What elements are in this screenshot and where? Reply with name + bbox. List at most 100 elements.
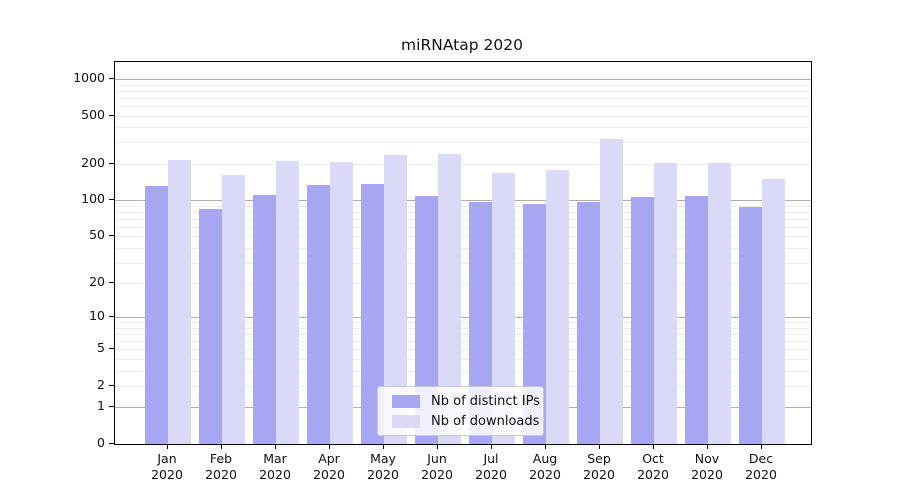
y-tick-label: 1 (97, 398, 105, 414)
x-tick-mark (545, 444, 546, 449)
y-tick-label: 100 (81, 191, 105, 207)
year-label: 2020 (259, 467, 291, 482)
bar-dec-downloads (762, 178, 785, 444)
year-label: 2020 (205, 467, 237, 482)
x-tick-mark (167, 444, 168, 449)
month-label: May (370, 451, 396, 466)
legend-entry-downloads: Nb of downloads (388, 414, 539, 429)
year-label: 2020 (691, 467, 723, 482)
x-tick-mark (707, 444, 708, 449)
y-tick-mark (109, 316, 114, 318)
year-label: 2020 (529, 467, 561, 482)
month-label: Nov (694, 451, 720, 466)
minor-gridline (115, 334, 811, 336)
minor-gridline (115, 327, 811, 329)
bar-jan-downloads (168, 160, 191, 444)
month-label: Oct (642, 451, 664, 466)
x-tick-mark (383, 444, 384, 449)
x-tick-label-may: May 2020 (356, 451, 410, 483)
x-tick-mark (491, 444, 492, 449)
minor-gridline (115, 84, 811, 86)
bar-feb-distinct-ips (199, 208, 222, 444)
minor-gridline (115, 349, 811, 351)
y-tick-label: 500 (81, 106, 105, 122)
bar-sep-downloads (600, 139, 623, 444)
x-tick-label-oct: Oct 2020 (626, 451, 680, 483)
month-label: Jun (427, 451, 447, 466)
major-gridline (115, 200, 811, 202)
bar-aug-downloads (546, 169, 569, 444)
minor-gridline (115, 90, 811, 92)
y-tick-label: 50 (89, 227, 105, 243)
x-tick-label-aug: Aug 2020 (518, 451, 572, 483)
month-label: Sep (587, 451, 611, 466)
bar-nov-downloads (708, 163, 731, 444)
x-tick-label-nov: Nov 2020 (680, 451, 734, 483)
minor-gridline (115, 247, 811, 249)
x-tick-label-jun: Jun 2020 (410, 451, 464, 483)
bar-jun-downloads (438, 154, 461, 444)
legend-swatch-downloads (392, 414, 420, 428)
y-tick-mark (109, 235, 114, 237)
bar-jun-distinct-ips (415, 196, 438, 444)
year-label: 2020 (367, 467, 399, 482)
bar-mar-distinct-ips (253, 195, 276, 444)
x-tick-mark (653, 444, 654, 449)
y-tick-label: 5 (97, 340, 105, 356)
x-tick-mark (599, 444, 600, 449)
bar-dec-distinct-ips (739, 206, 762, 444)
x-tick-label-jan: Jan 2020 (140, 451, 194, 483)
x-tick-mark (275, 444, 276, 449)
legend-swatch-distinct-ips (392, 394, 420, 408)
x-tick-label-jul: Jul 2020 (464, 451, 518, 483)
bar-may-downloads (384, 154, 407, 444)
y-tick-label: 20 (89, 274, 105, 290)
bar-jan-distinct-ips (145, 186, 168, 444)
major-gridline (115, 79, 811, 80)
y-tick-label: 2 (97, 376, 105, 392)
chart-title: miRNAtap 2020 (401, 36, 523, 54)
bar-may-distinct-ips (361, 183, 384, 444)
minor-gridline (115, 115, 811, 117)
minor-gridline (115, 142, 811, 144)
legend-entry-distinct-ips: Nb of distinct IPs (388, 394, 540, 409)
month-label: Jul (483, 451, 499, 466)
y-tick-mark (109, 406, 114, 408)
x-tick-label-apr: Apr 2020 (302, 451, 356, 483)
minor-gridline (115, 127, 811, 129)
y-tick-label: 200 (81, 154, 105, 170)
minor-gridline (115, 341, 811, 343)
legend: Nb of distinct IPs Nb of downloads (377, 386, 544, 436)
minor-gridline (115, 236, 811, 238)
year-label: 2020 (151, 467, 183, 482)
y-tick-mark (109, 114, 114, 116)
year-label: 2020 (313, 467, 345, 482)
x-tick-label-mar: Mar 2020 (248, 451, 302, 483)
bar-aug-distinct-ips (523, 203, 546, 444)
month-label: Mar (263, 451, 287, 466)
minor-gridline (115, 218, 811, 220)
minor-gridline (115, 226, 811, 228)
minor-gridline (115, 283, 811, 285)
x-tick-label-sep: Sep 2020 (572, 451, 626, 483)
x-tick-mark (437, 444, 438, 449)
x-tick-mark (761, 444, 762, 449)
bar-jul-downloads (492, 172, 515, 444)
x-tick-label-dec: Dec 2020 (734, 451, 788, 483)
minor-gridline (115, 205, 811, 207)
x-tick-mark (221, 444, 222, 449)
month-label: Aug (532, 451, 558, 466)
year-label: 2020 (583, 467, 615, 482)
month-label: Apr (318, 451, 340, 466)
y-tick-mark (109, 348, 114, 350)
minor-gridline (115, 97, 811, 99)
major-gridline (115, 317, 811, 319)
y-tick-mark (109, 384, 114, 386)
minor-gridline (115, 105, 811, 107)
y-tick-mark (109, 78, 114, 79)
bar-oct-distinct-ips (631, 196, 654, 444)
minor-gridline (115, 262, 811, 264)
bar-feb-downloads (222, 174, 245, 444)
y-tick-mark (109, 282, 114, 284)
